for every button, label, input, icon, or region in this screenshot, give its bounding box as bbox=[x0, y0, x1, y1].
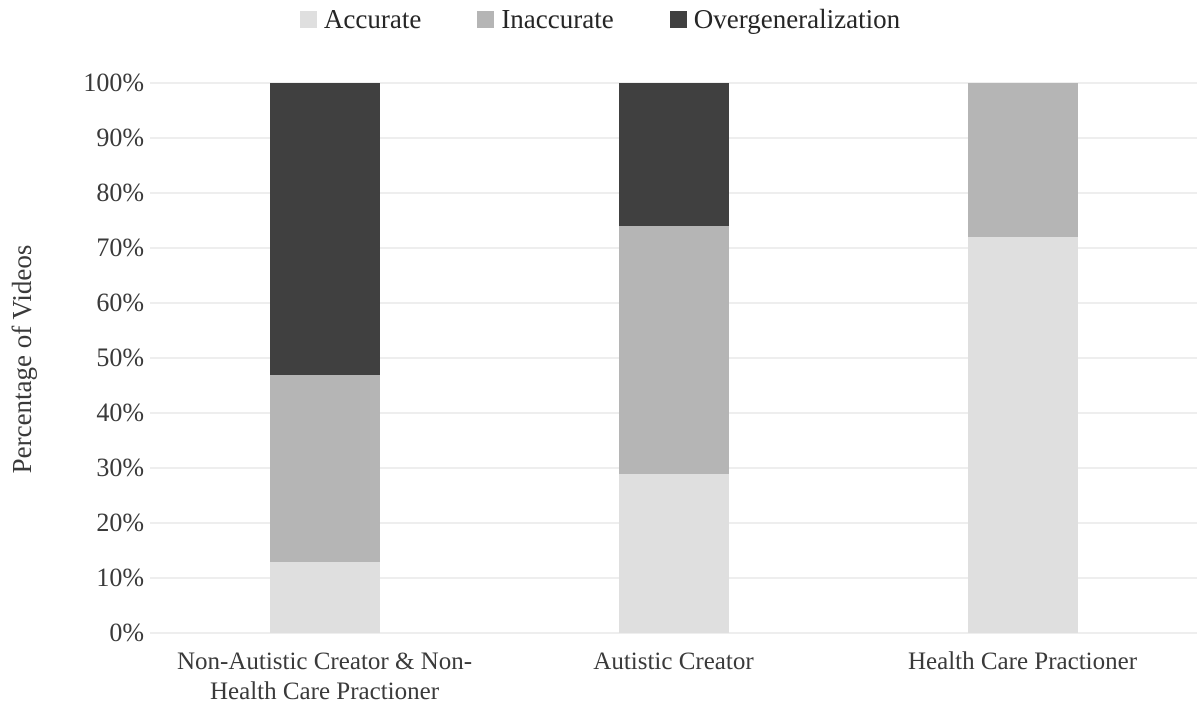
y-tick-label: 80% bbox=[96, 178, 144, 207]
y-tick-label: 40% bbox=[96, 398, 144, 427]
legend-swatch-icon bbox=[477, 11, 495, 28]
legend-label: Accurate bbox=[323, 4, 422, 34]
bar-segment-accurate bbox=[618, 473, 729, 633]
bar-segment-inaccurate bbox=[618, 226, 729, 474]
bar-segment-accurate bbox=[269, 561, 380, 633]
category-label: Autistic Creator bbox=[593, 648, 754, 675]
bar-segment-accurate bbox=[967, 237, 1078, 633]
y-tick-label: 20% bbox=[96, 508, 144, 537]
legend-item-inaccurate: Inaccurate bbox=[477, 4, 614, 35]
bar-segment-inaccurate bbox=[967, 83, 1078, 237]
legend-label: Overgeneralization bbox=[693, 4, 901, 34]
y-tick-label: 90% bbox=[96, 123, 144, 152]
chart-legend: Accurate Inaccurate Overgeneralization bbox=[0, 4, 1200, 35]
legend-item-accurate: Accurate bbox=[299, 4, 422, 35]
legend-label: Inaccurate bbox=[501, 4, 614, 34]
y-tick-label: 50% bbox=[96, 343, 144, 372]
legend-swatch-icon bbox=[669, 11, 687, 28]
bar-segment-overgeneralization bbox=[269, 83, 380, 375]
legend-item-overgeneralization: Overgeneralization bbox=[669, 4, 901, 35]
y-tick-label: 30% bbox=[96, 453, 144, 482]
y-tick-label: 60% bbox=[96, 288, 144, 317]
gridline bbox=[150, 632, 1197, 634]
bar-segment-inaccurate bbox=[269, 374, 380, 562]
plot-area bbox=[150, 82, 1197, 634]
y-tick-label: 10% bbox=[96, 563, 144, 592]
y-tick-label: 100% bbox=[83, 68, 144, 97]
bar-segment-overgeneralization bbox=[618, 83, 729, 226]
y-tick-label: 0% bbox=[109, 618, 144, 647]
legend-swatch-icon bbox=[299, 11, 317, 28]
category-label: Health Care Practioner bbox=[907, 648, 1138, 675]
category-label: Non-Autistic Creator & Non- Health Care P… bbox=[176, 648, 473, 705]
y-tick-label: 70% bbox=[96, 233, 144, 262]
